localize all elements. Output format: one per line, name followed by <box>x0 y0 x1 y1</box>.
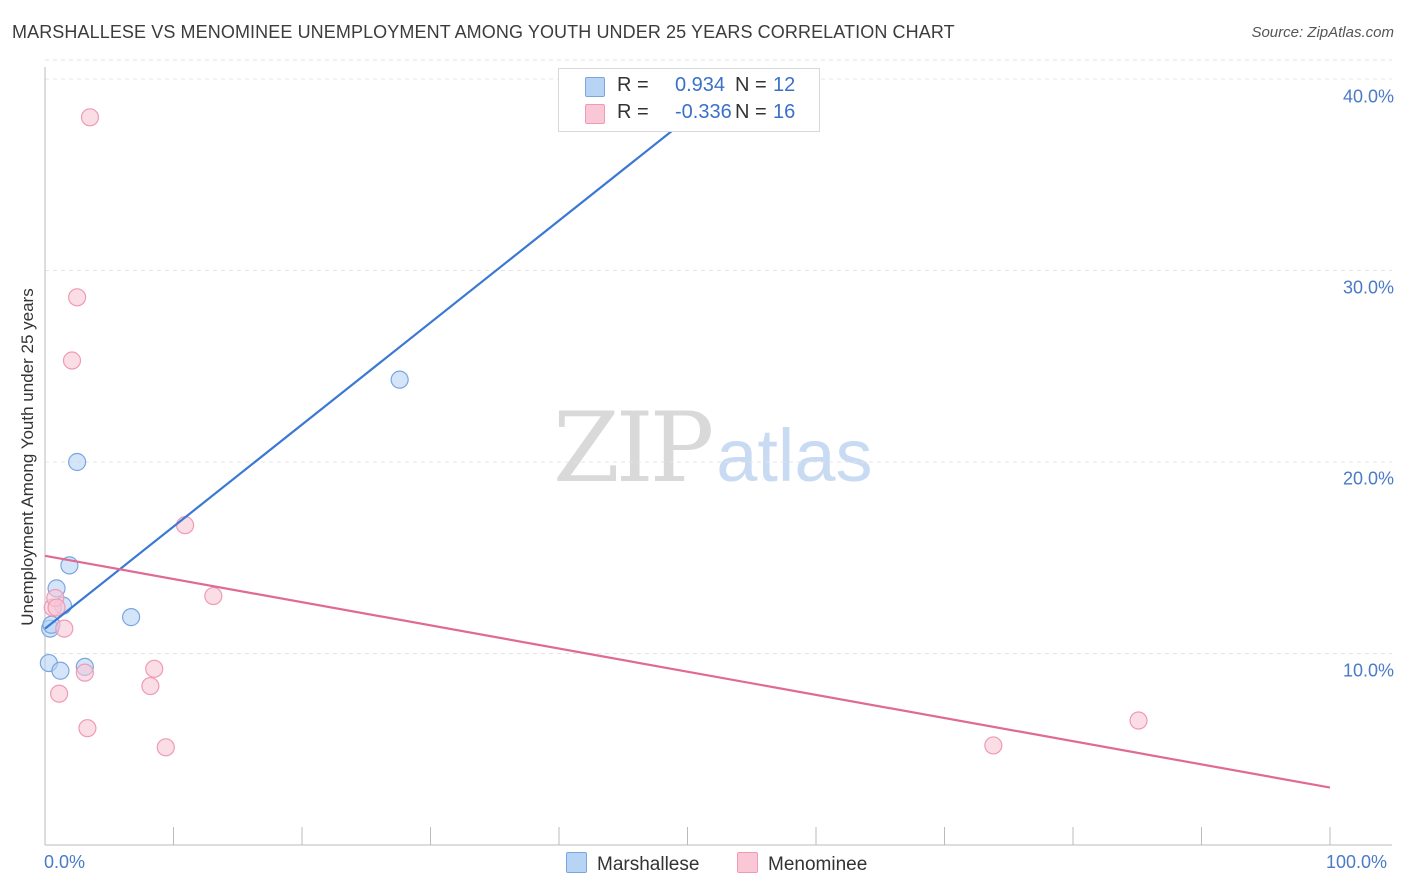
marshallese-point-7 <box>68 452 87 472</box>
y-tick-label-40: 40.0% <box>1342 86 1394 107</box>
marshallese-point-9 <box>121 608 141 627</box>
bottom-legend-marshallese: Marshallese <box>566 852 699 876</box>
menominee-point-9 <box>80 108 100 127</box>
bottom-legend-swatch-marshallese <box>566 852 587 873</box>
menominee-point-3 <box>50 684 69 703</box>
menominee-point-14 <box>204 586 223 606</box>
legend-n-label: N = <box>735 101 767 123</box>
bottom-legend-menominee: Menominee <box>737 852 867 876</box>
chart-title: MARSHALLESE VS MENOMINEE UNEMPLOYMENT AM… <box>12 22 955 42</box>
legend-swatch-menominee <box>585 104 605 124</box>
bottom-legend-swatch-menominee <box>737 852 758 873</box>
menominee-point-11 <box>145 659 164 678</box>
menominee-point-2 <box>47 598 66 617</box>
menominee-point-6 <box>68 288 87 307</box>
y-tick-label-10: 10.0% <box>1342 660 1394 681</box>
legend-swatch-marshallese <box>585 77 605 97</box>
menominee-point-7 <box>75 663 94 682</box>
legend-n-value: 16 <box>773 101 796 123</box>
bottom-legend-label-menominee: Menominee <box>768 854 868 875</box>
menominee-point-10 <box>141 676 160 696</box>
menominee-point-13 <box>175 516 195 535</box>
watermark-atlas: atlas <box>716 414 873 497</box>
legend-r-label: R = <box>617 74 649 96</box>
legend-n-label: N = <box>735 74 767 96</box>
legend-r-value: -0.336 <box>675 101 732 123</box>
menominee-point-15 <box>984 736 1003 755</box>
watermark-zip: ZIP <box>553 392 714 504</box>
marshallese-point-4 <box>51 661 70 680</box>
legend-r-label: R = <box>617 101 649 123</box>
watermark: ZIPatlas <box>553 400 873 496</box>
y-axis-label: Unemployment Among Youth under 25 years <box>18 288 37 626</box>
legend-n-value: 12 <box>773 74 796 96</box>
bottom-legend-label-marshallese: Marshallese <box>597 854 700 875</box>
x-tick-label-min: 0.0% <box>44 852 86 872</box>
menominee-point-8 <box>78 719 97 738</box>
menominee-trend-line <box>44 554 1331 789</box>
source-label: Source: ZipAtlas.com <box>1251 24 1394 41</box>
correlation-legend: R = 0.934 N = 12 R = -0.336 N = 16 <box>558 68 820 132</box>
menominee-point-16 <box>1129 711 1148 730</box>
menominee-point-4 <box>55 619 74 638</box>
marshallese-point-10 <box>390 370 409 389</box>
y-tick-label-20: 20.0% <box>1342 468 1394 489</box>
x-tick-label-max: 100.0% <box>1326 852 1388 872</box>
y-tick-label-30: 30.0% <box>1342 277 1394 298</box>
menominee-point-5 <box>62 351 82 370</box>
menominee-point-12 <box>156 738 175 757</box>
legend-r-value: 0.934 <box>675 74 726 96</box>
marshallese-trend-line <box>44 112 695 630</box>
